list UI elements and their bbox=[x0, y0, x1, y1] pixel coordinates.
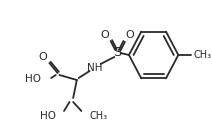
Text: S: S bbox=[113, 46, 121, 59]
Text: HO: HO bbox=[25, 74, 41, 84]
Text: O: O bbox=[126, 30, 134, 40]
Text: CH₃: CH₃ bbox=[194, 50, 212, 60]
Text: O: O bbox=[100, 30, 109, 40]
Text: NH: NH bbox=[87, 63, 103, 73]
Text: CH₃: CH₃ bbox=[90, 111, 108, 121]
Text: O: O bbox=[39, 52, 47, 62]
Text: HO: HO bbox=[40, 111, 56, 121]
